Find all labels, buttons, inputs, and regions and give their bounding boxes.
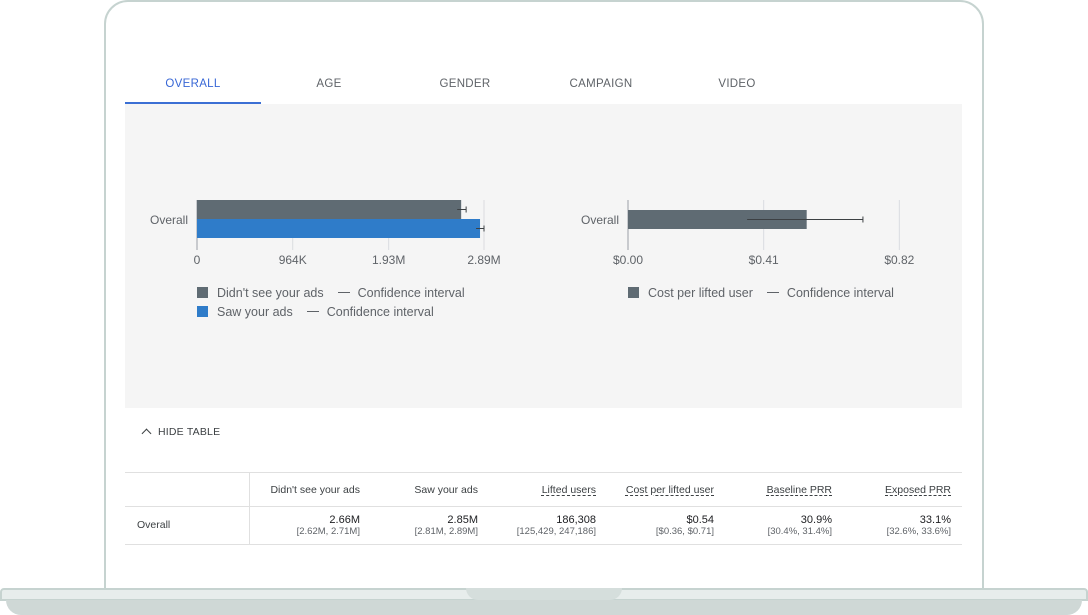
laptop-notch	[466, 588, 622, 600]
table-header: Saw your ads	[371, 472, 489, 507]
legend-item-saw: Saw your ads Confidence interval	[197, 302, 465, 321]
cell-ci: [125,429, 247,186]	[516, 525, 596, 537]
category-label: Overall	[150, 213, 188, 227]
tab-video[interactable]: VIDEO	[718, 78, 756, 90]
chart-area: Overall 0 964K 1.93M 2.89M Didn't see your …	[125, 104, 962, 408]
tick-label: 1.93M	[372, 253, 405, 267]
reach-legend: Didn't see your ads Confidence interval …	[197, 283, 465, 321]
legend-label: Didn't see your ads	[217, 285, 324, 300]
category-label: Overall	[581, 213, 619, 227]
bar	[197, 219, 481, 238]
chevron-up-icon	[141, 428, 152, 439]
tab-bar: OVERALL AGE GENDER CAMPAIGN VIDEO	[125, 36, 962, 104]
legend-label: Saw your ads	[217, 304, 293, 319]
tab-age[interactable]: AGE	[316, 78, 342, 90]
cell-value: 2.66M	[329, 513, 360, 526]
results-table: Didn't see your ads Saw your ads Lifted …	[125, 472, 962, 545]
header-cost-per-lifted-user[interactable]: Cost per lifted user	[625, 483, 714, 496]
table-header[interactable]: Cost per lifted user	[607, 472, 725, 507]
tab-campaign[interactable]: CAMPAIGN	[569, 78, 633, 90]
legend-ci-label: Confidence interval	[357, 285, 465, 300]
cost-chart: Overall $0.00$0.41$0.82$1.23	[581, 200, 915, 267]
header-exposed-prr[interactable]: Exposed PRR	[885, 483, 951, 496]
cost-legend: Cost per lifted user Confidence interval	[628, 283, 894, 302]
table-header[interactable]: Exposed PRR	[843, 472, 962, 507]
cell-ci: [2.81M, 2.89M]	[414, 525, 478, 537]
cell-value: 2.85M	[447, 513, 478, 526]
hide-table-button[interactable]: HIDE TABLE	[141, 426, 221, 439]
cell-ci: [30.4%, 31.4%]	[767, 525, 832, 537]
active-tab-indicator	[125, 102, 261, 104]
tick-label: $0.00	[613, 253, 643, 267]
table-cell: 2.85M [2.81M, 2.89M]	[371, 506, 489, 545]
legend-ci-label: Confidence interval	[326, 304, 434, 319]
laptop-base	[0, 588, 1088, 615]
bar	[197, 200, 462, 219]
table-cell: 186,308 [125,429, 247,186]	[489, 506, 607, 545]
legend-item-cost: Cost per lifted user Confidence interval	[628, 283, 894, 302]
legend-swatch	[197, 287, 208, 298]
cell-value: 186,308	[556, 513, 596, 526]
table-header[interactable]: Baseline PRR	[725, 472, 843, 507]
table-row: Overall 2.66M [2.62M, 2.71M] 2.85M [2.81M,…	[125, 506, 962, 545]
tick-label: $0.82	[884, 253, 914, 267]
cell-value: $0.54	[686, 513, 714, 526]
tick-label: 0	[194, 253, 201, 267]
header-didnt-see: Didn't see your ads	[270, 483, 360, 496]
table-cell: $0.54 [$0.36, $0.71]	[607, 506, 725, 545]
tick-label: 2.89M	[467, 253, 500, 267]
cell-ci: [32.6%, 33.6%]	[886, 525, 951, 537]
row-label: Overall	[125, 506, 250, 545]
header-lifted-users[interactable]: Lifted users	[541, 483, 596, 496]
cell-value: 33.1%	[919, 513, 951, 526]
legend-item-didnt-see: Didn't see your ads Confidence interval	[197, 283, 465, 302]
hide-table-label: HIDE TABLE	[158, 426, 221, 438]
table-cell: 30.9% [30.4%, 31.4%]	[725, 506, 843, 545]
header-saw: Saw your ads	[414, 483, 478, 496]
table-cell: 33.1% [32.6%, 33.6%]	[843, 506, 962, 545]
cell-ci: [$0.36, $0.71]	[655, 525, 714, 537]
legend-label: Cost per lifted user	[648, 285, 753, 300]
bar	[628, 210, 807, 229]
table-header[interactable]: Lifted users	[489, 472, 607, 507]
ci-line-icon	[306, 311, 319, 312]
table-cell: 2.66M [2.62M, 2.71M]	[249, 506, 371, 545]
tick-label: 964K	[279, 253, 307, 267]
header-baseline-prr[interactable]: Baseline PRR	[766, 483, 832, 496]
table-header-row: Didn't see your ads Saw your ads Lifted …	[125, 472, 962, 507]
cell-value: 30.9%	[800, 513, 832, 526]
ci-line-icon	[766, 292, 779, 293]
table-header: Didn't see your ads	[249, 472, 371, 507]
ci-line-icon	[337, 292, 350, 293]
reach-chart: Overall 0 964K 1.93M 2.89M	[150, 200, 501, 267]
table-header-empty	[125, 472, 250, 507]
cell-ci: [2.62M, 2.71M]	[296, 525, 360, 537]
tick-label: $0.41	[749, 253, 779, 267]
tab-overall[interactable]: OVERALL	[165, 78, 221, 90]
legend-swatch	[628, 287, 639, 298]
tab-gender[interactable]: GENDER	[439, 78, 491, 90]
legend-ci-label: Confidence interval	[786, 285, 894, 300]
laptop-base-bottom	[6, 600, 1082, 615]
app-screen: OVERALL AGE GENDER CAMPAIGN VIDEO Overal…	[125, 36, 962, 560]
legend-swatch	[197, 306, 208, 317]
